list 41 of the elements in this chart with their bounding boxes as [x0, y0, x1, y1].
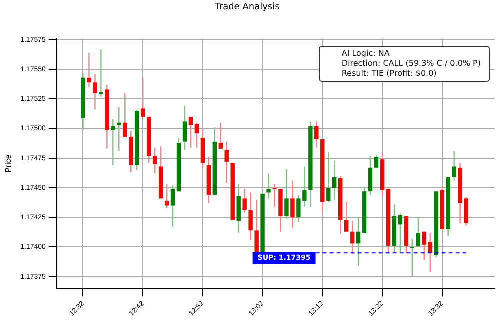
candlestick — [194, 122, 200, 148]
candlestick — [314, 121, 319, 148]
candlestick — [266, 173, 271, 200]
candlestick — [374, 154, 379, 168]
candlestick — [152, 147, 158, 174]
candlestick — [368, 155, 373, 196]
candlestick — [248, 192, 253, 241]
candlestick — [452, 150, 456, 182]
candlestick — [123, 92, 128, 138]
candlestick — [284, 168, 289, 220]
annotation: Result: TIE (Profit: $0.0) — [342, 69, 438, 79]
candlestick — [170, 185, 176, 228]
candlestick — [140, 77, 146, 118]
candlestick — [332, 160, 337, 200]
candlestick — [344, 202, 349, 232]
candlestick — [254, 199, 259, 254]
candlestick — [99, 48, 104, 98]
annotation: Direction: CALL (59.3% C / 0.0% P) — [342, 59, 481, 69]
candlestick — [398, 213, 403, 253]
info-box: AI Logic: NA Direction: CALL (59.3% C / 0.0% P) Result: TIE (Profit: $0.0) — [318, 46, 490, 82]
candlestick — [111, 118, 116, 166]
candlestick — [416, 217, 421, 247]
candlestick — [218, 122, 223, 150]
candlestick — [422, 231, 426, 261]
candlestick — [272, 184, 277, 208]
candlestick — [356, 217, 361, 267]
candlestick — [410, 238, 415, 278]
candlestick — [290, 180, 295, 229]
candlestick — [188, 116, 194, 148]
candlestick — [182, 106, 188, 151]
candlestick — [224, 141, 229, 184]
candlestick — [164, 184, 170, 209]
chart-title: Trade Analysis — [214, 2, 280, 13]
candlestick — [87, 52, 92, 88]
annotation: AI Logic: NA — [342, 49, 391, 59]
candlestick — [428, 232, 432, 273]
candlestick — [93, 74, 98, 110]
candlestick — [326, 152, 331, 203]
candlestick — [242, 188, 247, 214]
candlestick — [350, 220, 355, 255]
y-axis-title: Price — [4, 154, 14, 173]
